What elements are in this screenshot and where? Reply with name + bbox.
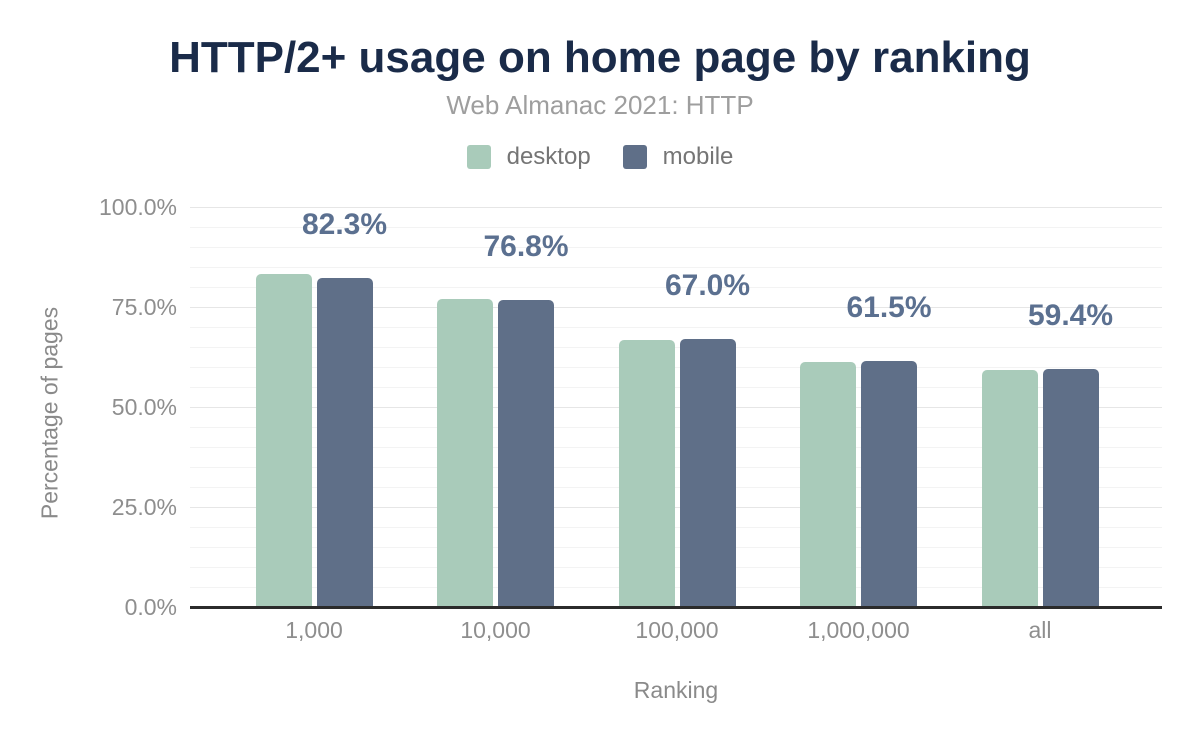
x-tick-label-all: all (1028, 617, 1052, 643)
bar-desktop-10000 (437, 299, 493, 607)
legend-item-desktop: desktop (466, 143, 591, 171)
gridline-minor (190, 247, 1162, 248)
x-tick-label-10000: 10,000 (460, 617, 531, 643)
value-label-10000: 76.8% (483, 229, 569, 263)
value-label-1000: 82.3% (301, 207, 388, 241)
bar-mobile-1000 (316, 277, 373, 607)
y-tick-label-25: 25.0% (111, 494, 177, 520)
gridline-major (190, 207, 1162, 208)
legend-label-mobile: mobile (662, 143, 734, 170)
x-axis-title: Ranking (633, 677, 719, 703)
bar-mobile-100000 (679, 339, 736, 607)
legend-swatch-mobile-icon (622, 145, 647, 169)
y-tick-label-0: 0.0% (124, 594, 177, 620)
bar-mobile-1000000 (861, 361, 917, 607)
gridline-minor (190, 487, 1162, 488)
gridline-minor (190, 387, 1162, 388)
legend-label-desktop: desktop (506, 143, 591, 170)
gridline-minor (190, 327, 1162, 328)
value-label-1000000: 61.5% (846, 291, 932, 324)
legend-swatch-desktop-icon (466, 145, 491, 169)
gridline-minor (190, 287, 1162, 288)
value-label-all: 59.4% (1027, 299, 1114, 333)
bar-mobile-all (1042, 369, 1099, 607)
legend: desktop mobile (0, 143, 1200, 171)
gridline-major (190, 407, 1162, 408)
value-label-100000: 67.0% (664, 269, 751, 302)
gridline-minor (190, 227, 1162, 228)
gridline-minor (190, 267, 1162, 268)
y-tick-label-50: 50.0% (111, 394, 177, 420)
gridline-minor (190, 527, 1162, 528)
bar-desktop-all (981, 370, 1038, 607)
gridline-minor (190, 587, 1162, 588)
plot-area: 82.3% 76.8% 67.0% 61.5% 59.4% (190, 207, 1162, 607)
gridline-minor (190, 347, 1162, 348)
bar-mobile-10000 (498, 299, 554, 607)
gridline-minor (190, 567, 1162, 568)
gridline-minor (190, 467, 1162, 468)
x-tick-label-100000: 100,000 (635, 617, 719, 643)
bar-desktop-1000 (255, 273, 312, 607)
gridline-major (190, 507, 1162, 508)
gridline-minor (190, 427, 1162, 428)
gridline-major (190, 307, 1162, 308)
bar-desktop-1000000 (800, 362, 856, 607)
page-subtitle: Web Almanac 2021: HTTP (446, 90, 754, 120)
page-title: HTTP/2+ usage on home page by ranking (169, 33, 1031, 82)
x-axis-line (190, 606, 1162, 609)
gridline-minor (190, 447, 1162, 448)
y-tick-label-100: 100.0% (98, 194, 177, 220)
x-tick-label-1000: 1,000 (285, 617, 343, 643)
bar-desktop-100000 (618, 340, 675, 607)
legend-item-mobile: mobile (622, 143, 734, 171)
x-tick-label-1000000: 1,000,000 (807, 617, 910, 643)
y-tick-label-75: 75.0% (111, 294, 177, 320)
gridline-minor (190, 547, 1162, 548)
gridline-minor (190, 367, 1162, 368)
